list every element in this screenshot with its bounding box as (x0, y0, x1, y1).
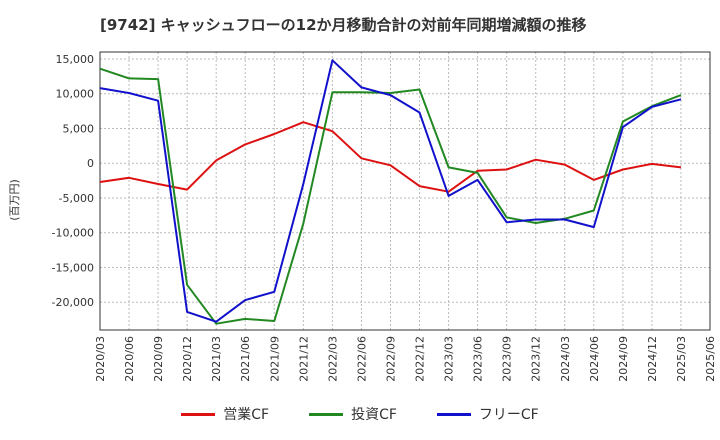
x-tick-label: 2024/12 (646, 336, 659, 382)
x-tick-label: 2025/06 (704, 336, 717, 382)
x-tick-label: 2022/03 (326, 336, 339, 382)
series-line-0 (99, 121, 682, 193)
legend-swatch-free (436, 412, 471, 416)
y-tick-label: 0 (87, 157, 94, 170)
series-line-1 (99, 67, 682, 325)
grid (99, 52, 711, 330)
x-tick-label: 2021/09 (268, 336, 281, 382)
legend: 営業CF 投資CF フリーCF (0, 404, 720, 424)
x-tick-label: 2022/09 (384, 336, 397, 382)
x-tick-label: 2023/09 (501, 336, 514, 382)
x-tick-label: 2025/03 (675, 336, 688, 382)
x-tick-label: 2020/09 (152, 336, 165, 382)
chart-title: [9742] キャッシュフローの12か月移動合計の対前年同期増減額の推移 (100, 16, 587, 34)
x-tick-label: 2024/03 (559, 336, 572, 382)
series-lines (99, 59, 682, 325)
x-tick-label: 2024/09 (617, 336, 630, 382)
x-tick-label: 2020/12 (181, 336, 194, 382)
tick-labels: 15,000 10,000 5,000 0 -5,000 -10,000 -15,000 -2… (52, 53, 717, 382)
x-tick-label: 2023/12 (530, 336, 543, 382)
y-tick-label: -15,000 (52, 261, 94, 274)
x-tick-label: 2022/12 (414, 336, 427, 382)
axes (99, 51, 711, 331)
x-tick-label: 2023/03 (443, 336, 456, 382)
x-tick-label: 2021/03 (210, 336, 223, 382)
legend-item-operating: 営業CF (181, 404, 269, 424)
y-tick-label: -20,000 (52, 296, 94, 309)
x-tick-label: 2023/06 (472, 336, 485, 382)
x-tick-label: 2020/06 (123, 336, 136, 382)
y-tick-label: 5,000 (63, 122, 95, 135)
x-tick-label: 2020/03 (94, 336, 107, 382)
series-line-2 (99, 59, 682, 323)
legend-label-investing: 投資CF (351, 407, 397, 423)
plot-frame (99, 51, 711, 331)
y-tick-label: 10,000 (56, 88, 95, 101)
y-tick-label: -10,000 (52, 227, 94, 240)
legend-swatch-investing (309, 412, 344, 416)
legend-item-free: フリーCF (436, 404, 539, 424)
y-tick-label: 15,000 (56, 53, 95, 66)
legend-label-operating: 営業CF (223, 407, 270, 423)
x-tick-label: 2021/06 (239, 336, 252, 382)
y-axis-label: (百万円) (8, 179, 21, 221)
x-tick-label: 2024/06 (588, 336, 601, 382)
x-tick-label: 2021/12 (297, 336, 310, 382)
x-tick-label: 2022/06 (355, 336, 368, 382)
legend-item-investing: 投資CF (309, 404, 397, 424)
y-tick-label: -5,000 (59, 192, 94, 205)
legend-label-free: フリーCF (478, 407, 539, 423)
legend-swatch-operating (181, 412, 216, 416)
